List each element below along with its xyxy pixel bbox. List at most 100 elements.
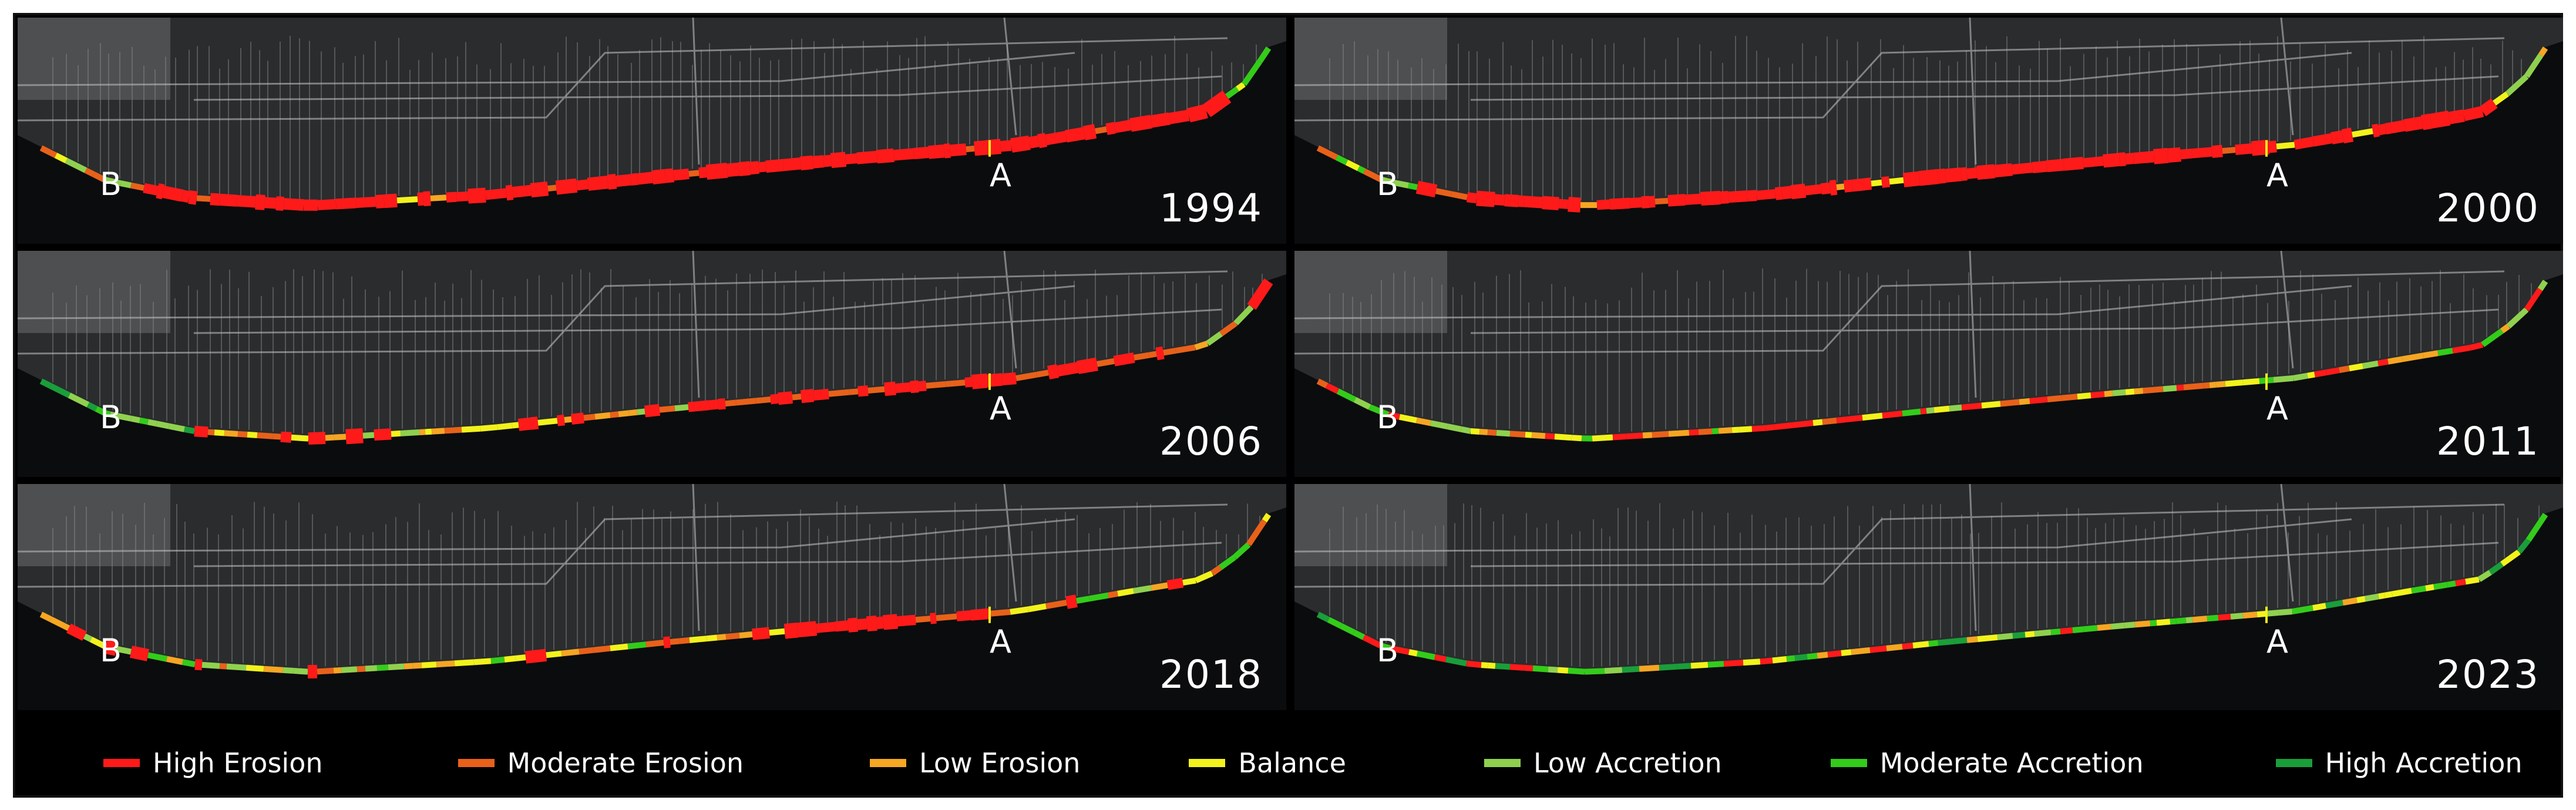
point-a-label: A [990,389,1011,427]
shoreline-segment [1532,665,1549,673]
year-label: 1994 [1159,186,1263,231]
shoreline-segment [1622,666,1640,673]
shoreline-segment [2342,597,2358,606]
shoreline-segment [799,155,814,170]
shoreline-segment [391,430,401,437]
shoreline-segment [86,402,98,412]
shoreline-segment [89,637,107,650]
shoreline-segment [1461,426,1471,434]
shoreline-segment [84,167,96,177]
point-a-label: A [2266,623,2288,660]
urban-area [1294,251,1447,333]
shoreline-segment [2032,160,2047,173]
shoreline-segment [1335,154,1348,165]
shoreline-segment [910,380,919,394]
shoreline-segment [2268,140,2277,153]
shoreline-segment [1997,633,2013,640]
shoreline-segment [2377,123,2387,136]
shoreline-segment [504,655,516,663]
map-panel-2018: B A 2018 [18,484,1286,710]
canal-lines [18,18,1228,165]
shoreline-segment [147,652,167,662]
shoreline-segment [194,658,203,671]
shoreline-segment [2063,156,2084,171]
shoreline-segment [219,663,227,670]
shoreline-segment [1036,369,1049,378]
shoreline-segment [2000,399,2020,407]
canal-lines [1294,251,2505,398]
shoreline-segment [1649,196,1656,208]
shoreline-segment [615,174,632,187]
shoreline-segment [280,431,292,443]
shoreline-segment [357,666,366,673]
shoreline-segment [341,666,358,673]
shoreline-segment [2326,367,2340,375]
shoreline-segment [120,180,132,189]
shoreline-segment [1194,570,1214,583]
shoreline-segment [512,184,532,198]
shoreline-segment [1720,191,1729,204]
shoreline-segment [530,181,549,198]
shoreline-segment [396,196,418,204]
shoreline-segment [828,389,850,397]
field-lines [52,269,1263,434]
shoreline-segment [1851,177,1872,192]
shoreline-segment [156,421,170,429]
point-a-label: A [990,156,1011,194]
shoreline-segment [1918,169,1939,186]
shoreline-segment [1933,405,1950,414]
map-panel-1994: B A 1994 [18,18,1286,244]
shoreline-segment [2433,582,2448,590]
shoreline-segment [376,664,389,671]
shoreline-segment [1707,661,1724,668]
shoreline-segment [800,389,815,404]
shoreline-segment [201,661,220,669]
shoreline-segment [2423,350,2439,359]
shoreline-segment [2402,352,2424,362]
shoreline-segment [2452,345,2471,354]
shoreline-segment [1113,352,1135,367]
shoreline-change [39,278,1273,445]
point-a-label: A [990,623,1011,660]
shoreline-segment [1435,188,1452,197]
shoreline-segment [1390,645,1410,655]
shoreline-segment [1345,160,1360,171]
shoreline-segment [1862,412,1883,421]
shoreline-segment [1369,638,1382,648]
shoreline-segment [1981,401,2001,409]
legend-label: Low Accretion [1533,747,1722,779]
urban-area [1294,484,1447,566]
shoreline-segment [1336,388,1357,402]
shoreline-segment [2469,342,2484,351]
shoreline-segment [2077,392,2091,400]
shoreline-segment [95,406,106,416]
map-figure: B A 1994 B A 2000 B A 2006 B A 2011 B A … [13,13,2563,798]
shoreline-segment [2500,324,2510,334]
shoreline-segment [480,424,498,432]
shoreline-segment [2493,91,2509,106]
shoreline-segment [1246,519,1267,546]
shoreline-segment [1416,417,1431,426]
shoreline-segment [1368,404,1390,418]
shoreline-segment [2307,371,2315,379]
shoreline-segment [1641,196,1650,209]
legend-swatch [870,759,907,767]
shoreline-segment [49,383,71,398]
shoreline-segment [1596,199,1610,210]
shoreline-segment [39,611,52,622]
shoreline-segment [2273,375,2294,383]
legend-swatch [1484,759,1521,767]
shoreline-segment [162,186,184,202]
shoreline-segment [1065,594,1078,609]
shoreline-segment [735,398,756,406]
shoreline-segment [2222,147,2236,154]
shoreline-segment [1399,414,1417,424]
land-area [18,251,1286,438]
shoreline-segment [2090,391,2105,399]
shoreline-segment [2061,394,2078,401]
shoreline-segment [823,154,832,167]
shoreline-segment [2293,372,2308,381]
shoreline-segment [1961,402,1982,411]
shoreline-segment [1262,513,1272,523]
shoreline-segment [1327,617,1343,628]
